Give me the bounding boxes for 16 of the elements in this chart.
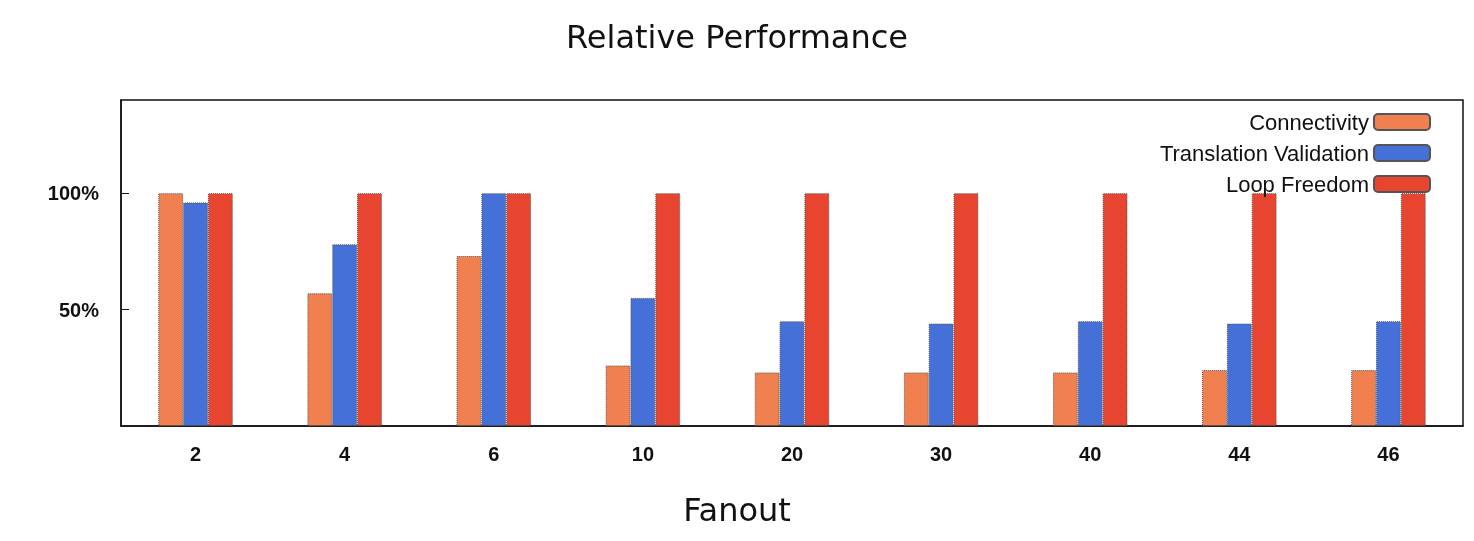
x-tick-label: 10 xyxy=(631,443,655,465)
legend-label: Translation Validation xyxy=(1159,140,1369,166)
x-tick-label: 30 xyxy=(929,443,953,465)
x-axis-title: Fanout xyxy=(683,491,791,529)
y-tick-label: 100% xyxy=(47,182,100,205)
legend-label: Connectivity xyxy=(1249,109,1369,135)
x-tick-label: 40 xyxy=(1079,443,1102,465)
chart-title: Relative Performance xyxy=(566,18,908,56)
x-tick-label: 20 xyxy=(780,443,804,465)
x-tick-label: 6 xyxy=(488,443,500,465)
x-tick-label: 4 xyxy=(339,443,352,465)
legend-label: Loop Freedom xyxy=(1225,171,1369,197)
y-tick-label: 50% xyxy=(58,298,100,321)
x-tick-label: 46 xyxy=(1377,443,1400,465)
x-tick-label: 2 xyxy=(189,443,202,465)
x-tick-label: 44 xyxy=(1228,443,1252,465)
